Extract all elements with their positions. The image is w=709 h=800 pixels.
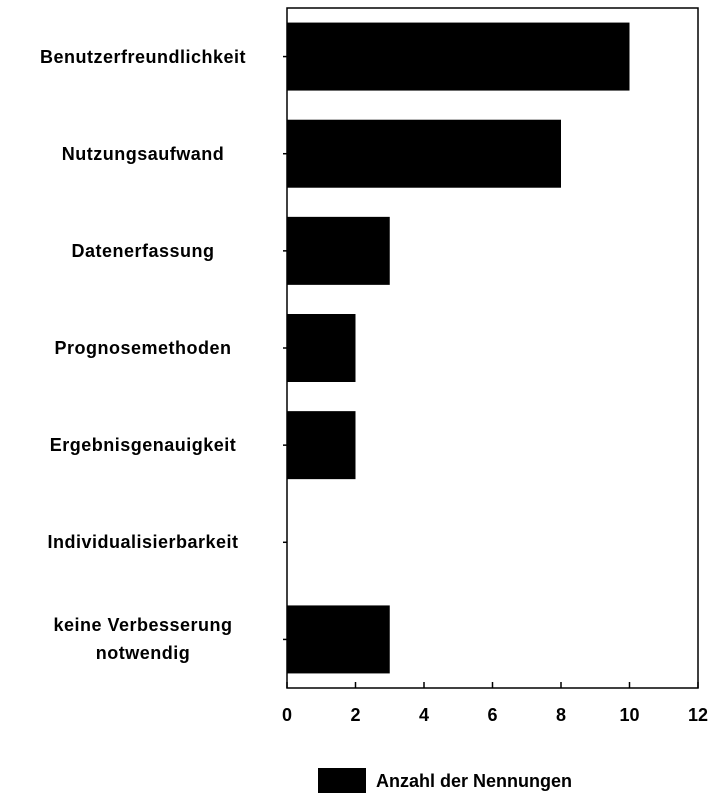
x-tick-label: 8: [556, 705, 566, 725]
category-label: keine Verbesserung notwendig: [53, 615, 233, 664]
legend-swatch: [318, 768, 366, 793]
category-label: Prognosemethoden: [54, 338, 232, 358]
category-label: Datenerfassung: [71, 240, 215, 261]
x-tick-label: 6: [487, 705, 497, 725]
x-tick-label: 4: [419, 705, 429, 725]
x-tick-label: 12: [688, 705, 708, 725]
x-tick-label: 10: [619, 705, 639, 725]
legend-label: Anzahl der Nennungen: [376, 771, 572, 791]
category-label: Benutzerfreundlichkeit: [39, 46, 247, 67]
category-label: Nutzungsaufwand: [61, 143, 225, 164]
bar: [287, 119, 561, 188]
bar: [287, 216, 390, 285]
bar: [287, 22, 630, 91]
bar: [287, 605, 390, 674]
category-label: Individualisierbarkeit: [47, 532, 239, 553]
bar: [287, 314, 356, 382]
category-label: Ergebnisgenauigkeit: [49, 435, 237, 456]
x-tick-label: 0: [282, 705, 292, 725]
bar: [287, 411, 356, 480]
x-tick-label: 2: [350, 705, 360, 725]
